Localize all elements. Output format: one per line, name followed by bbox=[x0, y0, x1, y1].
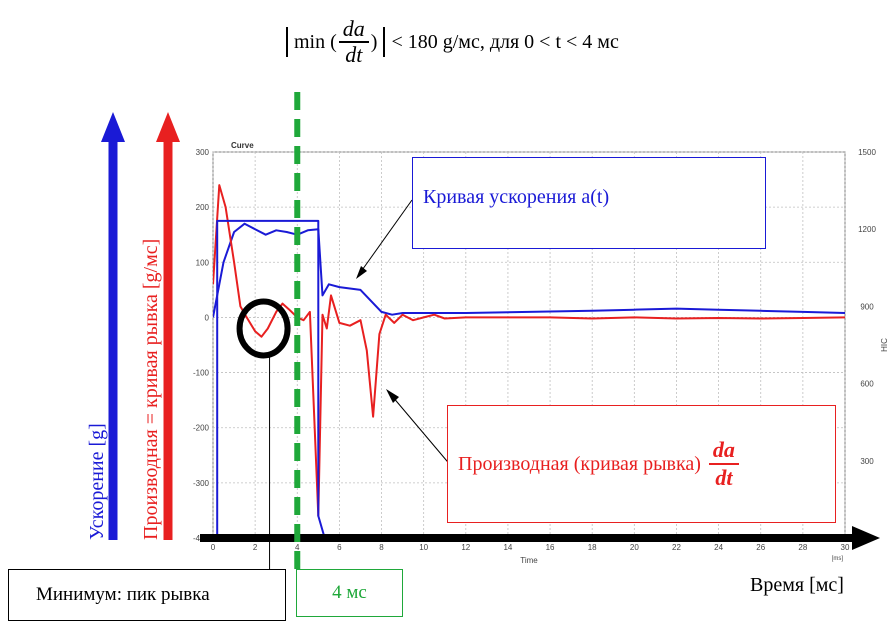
formula-suffix: < 180 g/мс, для 0 < t < 4 мс bbox=[391, 30, 619, 53]
formula-fraction: da dt bbox=[338, 17, 369, 67]
y-tick-label: -100 bbox=[193, 369, 210, 378]
acceleration-callout-leader bbox=[359, 199, 413, 274]
y-tick-label: 100 bbox=[196, 258, 210, 267]
time-axis-arrowhead bbox=[852, 526, 880, 550]
acceleration-axis-label: Ускорение [g] bbox=[86, 423, 108, 540]
jerk-criterion-formula: min ( da dt ) < 180 g/мс, для 0 < t < 4 … bbox=[280, 14, 619, 70]
x-unit-label: [ms] bbox=[832, 556, 844, 562]
four-ms-callout-text: 4 мс bbox=[332, 582, 367, 603]
series-line-1 bbox=[213, 184, 845, 517]
minimum-callout-text: Минимум: пик рывка bbox=[36, 584, 210, 605]
y-tick-label: 200 bbox=[196, 203, 210, 212]
acceleration-axis-arrowhead bbox=[101, 112, 125, 142]
y-tick-label: -300 bbox=[193, 479, 210, 488]
acceleration-callout-arrowhead bbox=[356, 266, 367, 279]
acceleration-callout-text: Кривая ускорения a(t) bbox=[423, 186, 610, 208]
x-tick-label: 28 bbox=[798, 543, 807, 552]
x-tick-label: 24 bbox=[714, 543, 723, 552]
x-tick-label: 14 bbox=[503, 543, 512, 552]
derivative-axis-label: Производная = кривая рывка [g/мс] bbox=[140, 238, 162, 540]
y-tick-label: 0 bbox=[205, 313, 210, 322]
minimum-marker-circle bbox=[236, 298, 291, 359]
y2-tick-label: 1200 bbox=[858, 225, 876, 234]
four-ms-callout: 4 мс bbox=[296, 569, 403, 617]
formula-prefix: min ( bbox=[294, 30, 337, 53]
overlay-layer bbox=[101, 92, 880, 578]
formula-mid: ) bbox=[370, 30, 378, 53]
derivative-frac-num: da bbox=[708, 437, 739, 465]
derivative-callout: Производная (кривая рывка) da dt bbox=[447, 405, 836, 523]
x-tick-label: 16 bbox=[546, 543, 555, 552]
y2-axis-label: HIC bbox=[880, 338, 889, 352]
formula-frac-den: dt bbox=[345, 42, 363, 67]
y2-tick-label: 900 bbox=[860, 302, 874, 311]
acceleration-callout: Кривая ускорения a(t) bbox=[412, 157, 766, 249]
x-tick-label: 0 bbox=[211, 543, 216, 552]
y2-tick-label: 300 bbox=[860, 457, 874, 466]
derivative-axis-arrowhead bbox=[156, 112, 180, 142]
derivative-frac-den: dt bbox=[715, 465, 733, 490]
abs-bar-left bbox=[286, 27, 288, 57]
y-tick-label: -200 bbox=[193, 424, 210, 433]
y2-tick-label: 600 bbox=[860, 380, 874, 389]
formula-frac-num: da bbox=[338, 17, 369, 43]
x-tick-label: 12 bbox=[461, 543, 470, 552]
x-tick-label: 8 bbox=[379, 543, 384, 552]
time-axis-label: Время [мс] bbox=[750, 574, 844, 596]
derivative-callout-text: Производная (кривая рывка) bbox=[458, 452, 701, 475]
abs-bar-right bbox=[383, 27, 386, 57]
y-tick-label: 300 bbox=[196, 148, 210, 157]
x-tick-label: 6 bbox=[337, 543, 342, 552]
derivative-callout-arrowhead bbox=[386, 389, 399, 403]
series-line-2 bbox=[213, 219, 326, 538]
x-tick-label: 10 bbox=[419, 543, 428, 552]
minimum-callout: Минимум: пик рывка bbox=[8, 569, 286, 621]
x-tick-label: 2 bbox=[253, 543, 258, 552]
x-tick-label: 26 bbox=[756, 543, 765, 552]
x-tick-label: 22 bbox=[672, 543, 681, 552]
series-line-0 bbox=[213, 222, 845, 318]
series-layer bbox=[213, 184, 845, 538]
x-axis-label: Time bbox=[520, 556, 538, 565]
x-tick-label: 18 bbox=[588, 543, 597, 552]
y2-tick-label: 1500 bbox=[858, 148, 876, 157]
derivative-callout-leader bbox=[391, 395, 453, 468]
x-tick-label: 20 bbox=[630, 543, 639, 552]
chart-title: Curve bbox=[231, 141, 254, 150]
x-tick-label: 4 bbox=[295, 543, 300, 552]
derivative-callout-fraction: da dt bbox=[708, 437, 739, 491]
x-tick-label: 30 bbox=[841, 543, 850, 552]
